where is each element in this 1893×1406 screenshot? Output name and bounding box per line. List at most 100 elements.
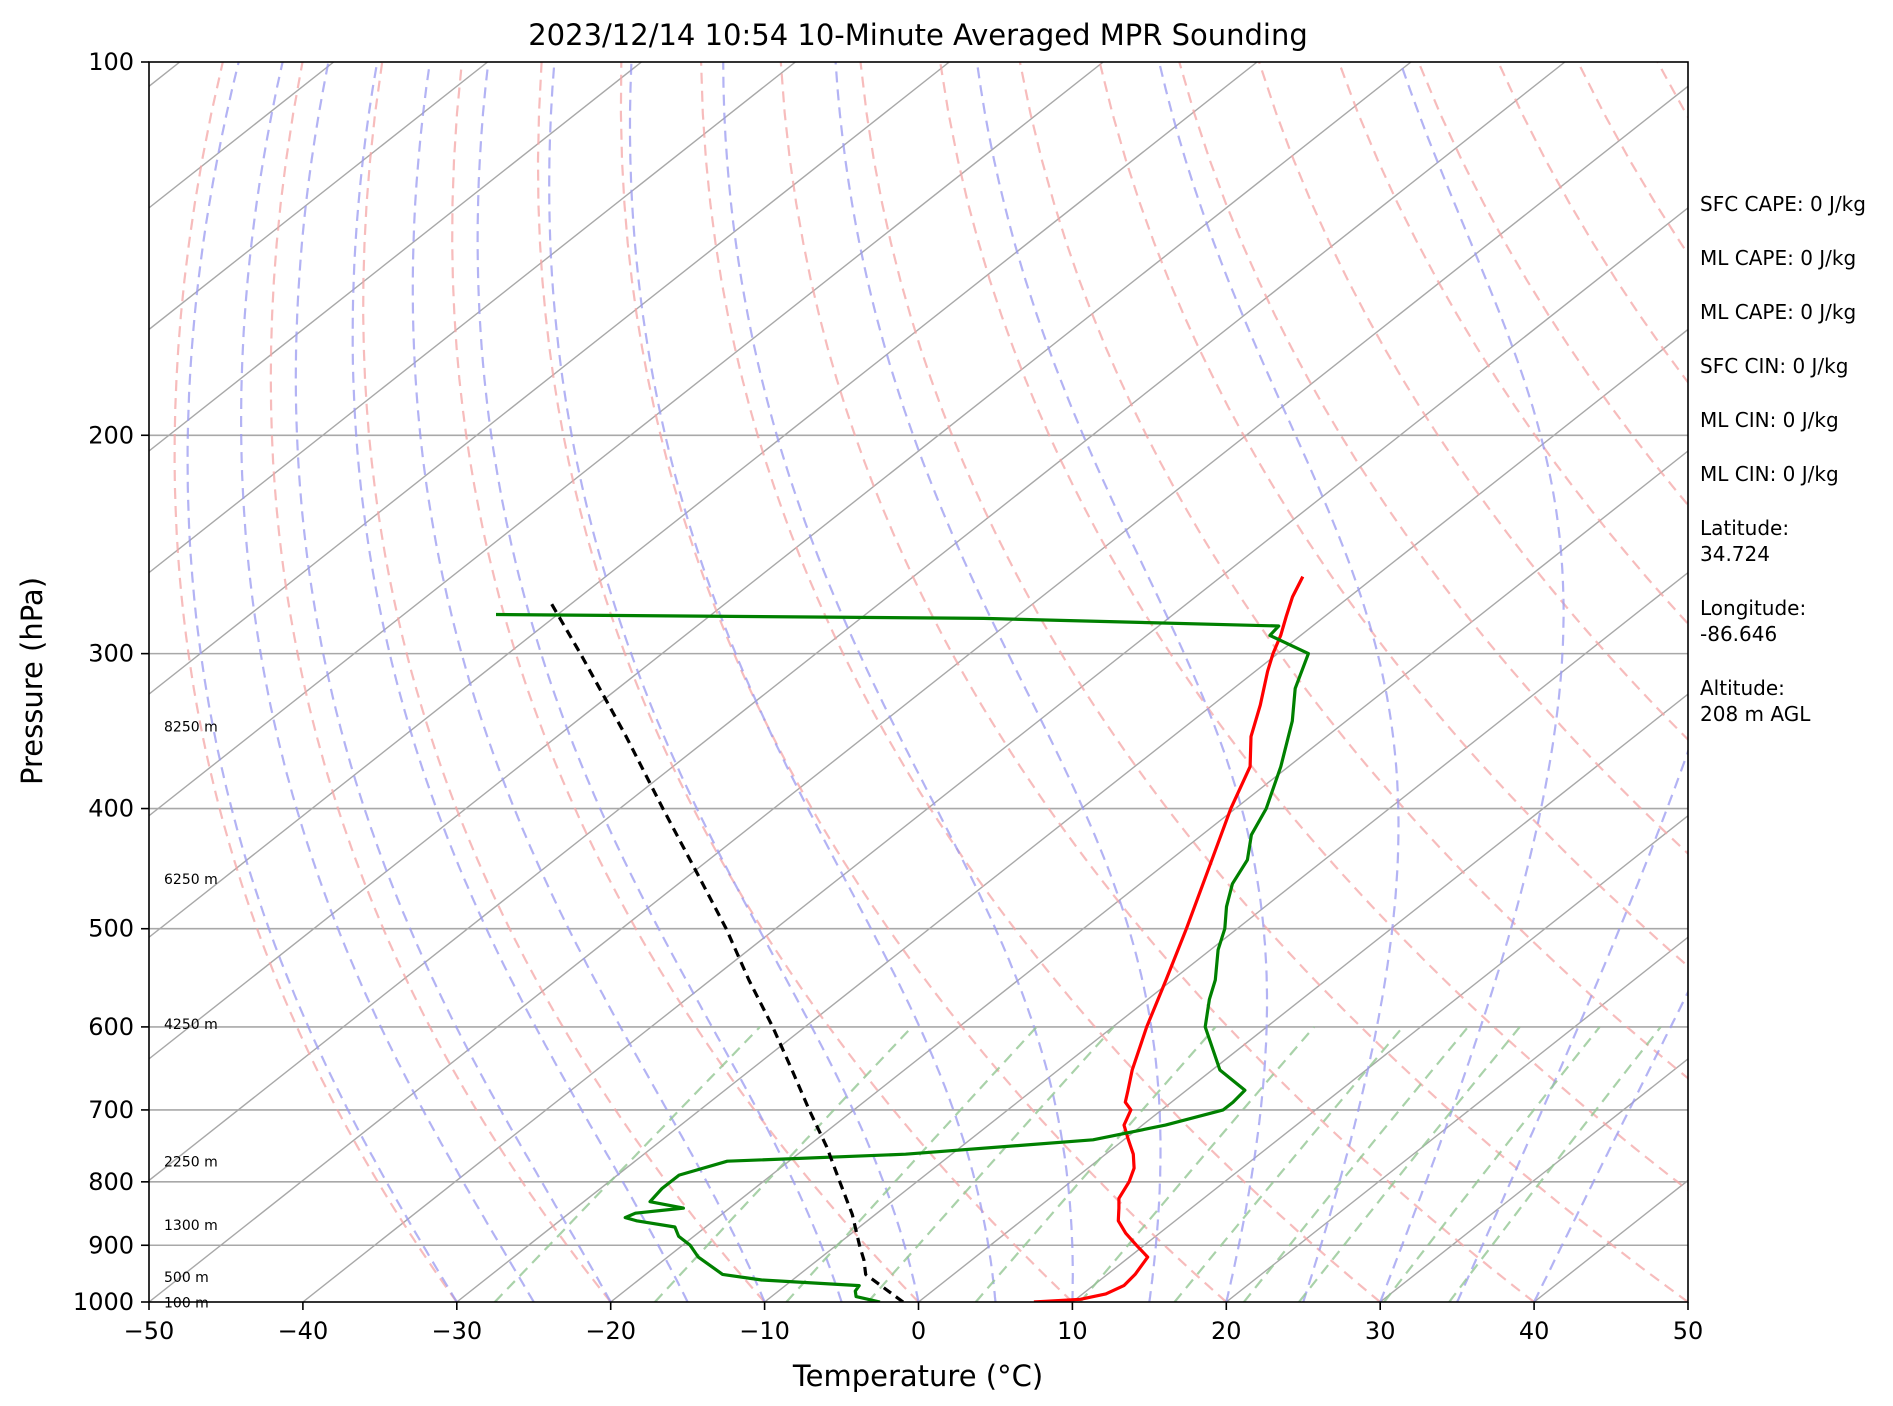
- dry-adiabat: [451, 62, 920, 1302]
- isotherm-line: [149, 62, 1566, 1182]
- isotherm-line: [149, 85, 1688, 1302]
- mixing-ratio-line: [494, 1026, 761, 1302]
- isotherm-line: [1225, 936, 1688, 1302]
- dry-adiabat: [700, 62, 1381, 1302]
- x-tick-label: −40: [278, 1317, 329, 1345]
- y-tick-label: 900: [88, 1231, 134, 1259]
- moist-adiabat: [722, 62, 1074, 1302]
- isotherm-line: [149, 62, 1104, 817]
- info-line: ML CIN: 0 J/kg: [1700, 462, 1839, 486]
- dry-adiabat: [1018, 62, 1688, 1080]
- x-axis-title: Temperature (°C): [792, 1359, 1043, 1393]
- y-tick-label: 500: [88, 915, 134, 943]
- dry-adiabat: [1098, 62, 1688, 968]
- x-tick-label: 30: [1365, 1317, 1396, 1345]
- y-tick-label: 400: [88, 795, 134, 823]
- mixing-ratio-line: [867, 1026, 1115, 1302]
- moist-adiabat: [411, 62, 766, 1302]
- dry-adiabat: [779, 62, 1535, 1302]
- isotherm-line: [456, 328, 1688, 1302]
- isotherm-line: [1071, 814, 1688, 1302]
- x-tick-label: 10: [1057, 1317, 1088, 1345]
- y-tick-label: 1000: [73, 1288, 134, 1316]
- height-label: 4250 m: [164, 1017, 218, 1033]
- y-tick-label: 600: [88, 1013, 134, 1041]
- dry-adiabat: [619, 62, 1228, 1302]
- isotherm-line: [1379, 1057, 1688, 1302]
- isotherm-line: [149, 62, 1258, 939]
- plot-area: 100 m 500 m 1300 m 2250 m 4250 m 6250 m 8250 m: [148, 61, 1689, 1312]
- x-tick-label: 20: [1211, 1317, 1242, 1345]
- height-label: 8250 m: [164, 719, 218, 735]
- info-line: ML CIN: 0 J/kg: [1700, 408, 1839, 432]
- isotherm-line: [764, 571, 1688, 1302]
- dry-adiabat: [173, 62, 458, 1302]
- height-label: 6250 m: [164, 872, 218, 888]
- x-tick-label: −50: [124, 1317, 175, 1345]
- mixing-ratio-line: [1243, 1026, 1469, 1302]
- dry-adiabat: [269, 62, 612, 1302]
- isotherm-line: [302, 206, 1688, 1302]
- y-tick-label: 100: [88, 48, 134, 76]
- isotherm-line: [149, 62, 642, 452]
- dry-adiabat: [859, 62, 1688, 1302]
- info-line: 34.724: [1700, 542, 1770, 566]
- moist-adiabat: [1533, 989, 1688, 1302]
- moist-adiabat: [548, 62, 920, 1302]
- mixing-ratio-line: [785, 1026, 1038, 1302]
- height-label: 2250 m: [164, 1155, 218, 1171]
- info-panel: SFC CAPE: 0 J/kg ML CAPE: 0 J/kg ML CAPE: …: [1700, 192, 1866, 726]
- dry-adiabat: [939, 62, 1688, 1192]
- info-line: ML CAPE: 0 J/kg: [1700, 246, 1856, 270]
- info-line: ML CAPE: 0 J/kg: [1700, 300, 1856, 324]
- isotherm-line: [149, 62, 950, 696]
- mixing-ratio-line: [1448, 1026, 1662, 1302]
- x-tick-label: −20: [585, 1317, 636, 1345]
- isotherm-line: [149, 62, 489, 331]
- moist-adiabat: [1158, 62, 1400, 1302]
- height-label: 1300 m: [164, 1218, 218, 1234]
- isotherm-line: [149, 62, 1412, 1060]
- grid-layer: [149, 62, 1688, 1302]
- dry-adiabat: [362, 62, 766, 1302]
- y-tick-label: 200: [88, 421, 134, 449]
- mixing-ratio-line: [1298, 1026, 1521, 1302]
- info-line: Longitude:: [1700, 596, 1806, 620]
- x-axis: −50 −40 −30 −20 −10 0 10 20 30 40 50: [124, 1302, 1704, 1345]
- moist-adiabat: [239, 62, 535, 1302]
- moist-adiabat: [294, 62, 612, 1302]
- x-tick-label: −30: [431, 1317, 482, 1345]
- y-axis-title: Pressure (hPa): [15, 577, 49, 785]
- info-line: -86.646: [1700, 622, 1777, 646]
- moist-adiabat: [186, 62, 458, 1302]
- temperature-profile: [1033, 575, 1305, 1302]
- info-line: 208 m AGL: [1700, 702, 1811, 726]
- y-tick-label: 800: [88, 1168, 134, 1196]
- series-layer: [495, 575, 1310, 1302]
- x-tick-label: −10: [739, 1317, 790, 1345]
- height-labels: 100 m 500 m 1300 m 2250 m 4250 m 6250 m 8250 m: [164, 719, 218, 1311]
- info-line: SFC CIN: 0 J/kg: [1700, 354, 1848, 378]
- info-line: Altitude:: [1700, 676, 1785, 700]
- chart-title: 2023/12/14 10:54 10-Minute Averaged MPR …: [528, 18, 1308, 52]
- isotherm-line: [918, 693, 1688, 1302]
- y-axis: 100 200 300 400 500 600 700 800 900 1000: [73, 48, 149, 1316]
- y-tick-label: 300: [88, 640, 134, 668]
- x-tick-label: 40: [1519, 1317, 1550, 1345]
- moist-adiabat: [1379, 62, 1565, 1302]
- info-line: SFC CAPE: 0 J/kg: [1700, 192, 1866, 216]
- height-label: 100 m: [164, 1296, 209, 1312]
- isotherm-line: [149, 62, 796, 574]
- y-tick-label: 700: [88, 1096, 134, 1124]
- height-label: 500 m: [164, 1270, 209, 1286]
- mixing-ratio-line: [974, 1026, 1217, 1302]
- x-tick-label: 50: [1673, 1317, 1704, 1345]
- moist-adiabat: [975, 62, 1269, 1302]
- dewpoint-profile: [495, 612, 1310, 1302]
- mixing-ratio-line: [1383, 1026, 1601, 1302]
- info-line: Latitude:: [1700, 516, 1789, 540]
- isotherm-line: [610, 450, 1688, 1302]
- moist-adiabat: [351, 62, 689, 1302]
- moist-adiabat: [1456, 748, 1688, 1302]
